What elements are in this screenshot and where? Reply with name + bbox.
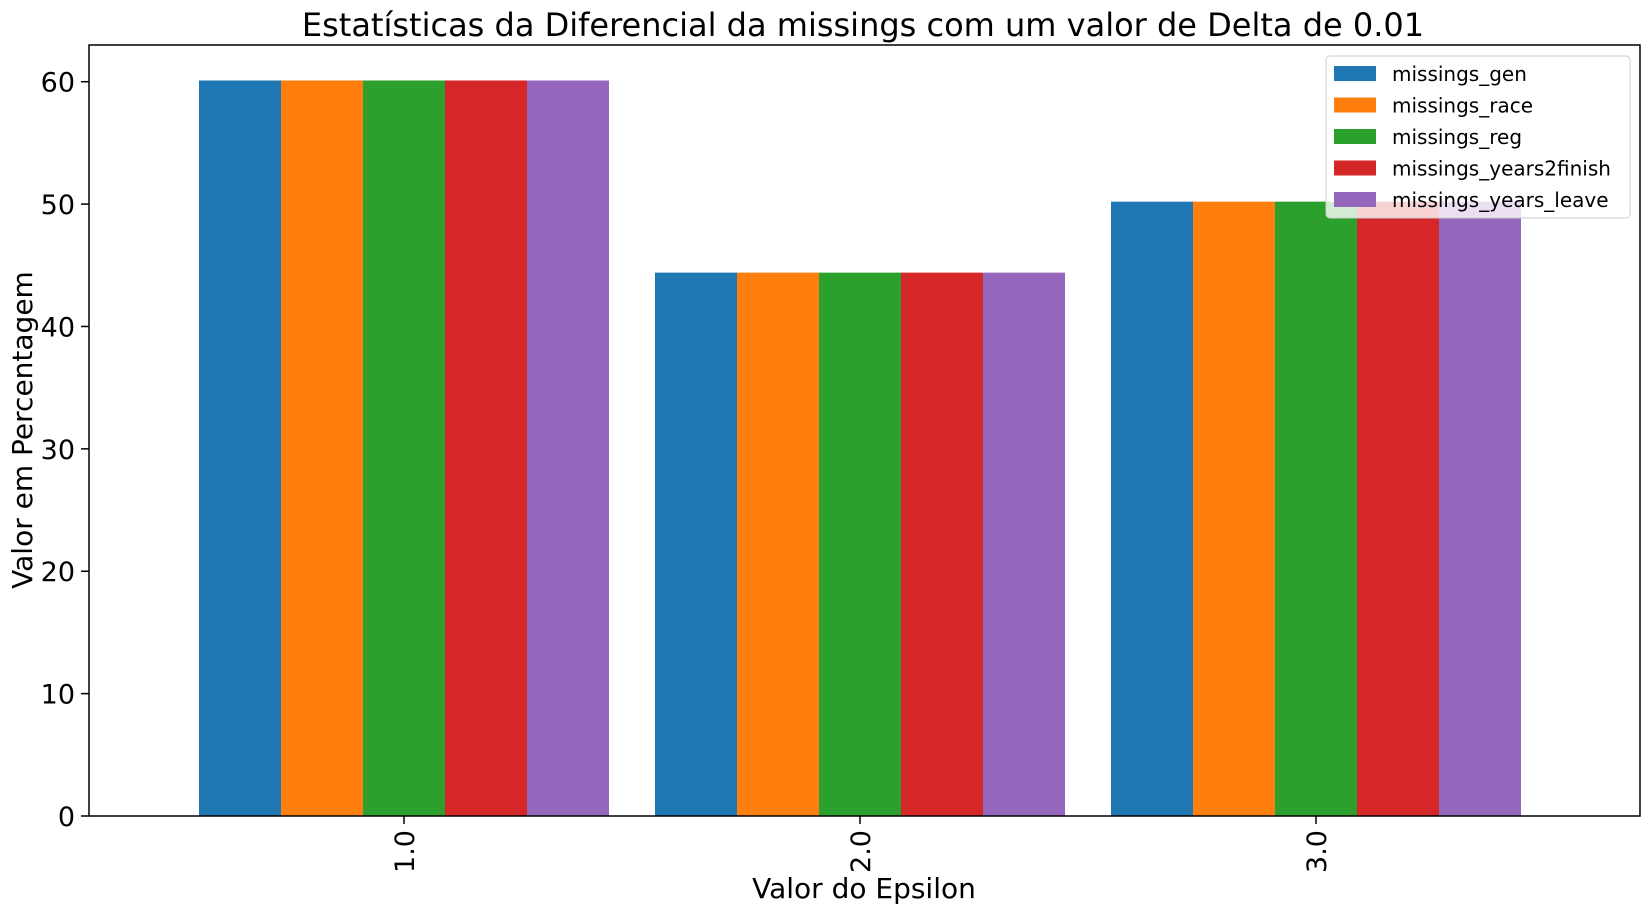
legend-label-missings_reg: missings_reg [1392,125,1522,149]
bar-missings_gen-3.0 [1111,201,1193,817]
bar-missings_reg-1.0 [363,80,445,816]
y-tick-label: 10 [41,680,75,711]
y-tick-label: 60 [41,68,75,99]
y-axis-label: Valor em Percentagem [6,271,39,589]
y-axis: 0 10 20 30 40 50 60 [41,68,89,833]
chart-title: Estatísticas da Diferencial da missings … [302,6,1424,44]
y-tick-label: 20 [41,557,75,588]
bar-missings_reg-3.0 [1275,201,1357,817]
x-tick-label: 2.0 [846,830,877,873]
legend-label-missings_race: missings_race [1392,94,1533,118]
legend: missings_gen missings_race missings_regmis… [1325,55,1631,219]
x-axis: 1.0 2.0 3.0 [390,816,1333,873]
bar-missings_years2finish-1.0 [445,80,527,816]
bar-missings_years2finish-2.0 [901,272,983,817]
legend-swatch-missings_years2finish [1334,160,1376,176]
x-tick-label: 1.0 [390,830,421,873]
bar-missings_race-2.0 [737,272,819,817]
legend-label-missings_years2finish: missings_years2finish [1392,157,1611,181]
bars-layer [199,80,1521,817]
bar-missings_reg-2.0 [819,272,901,817]
bar-missings_years2finish-3.0 [1357,201,1439,817]
bar-missings_gen-2.0 [655,272,737,817]
x-axis-label: Valor do Epsilon [752,872,976,905]
y-tick-label: 30 [41,435,75,466]
legend-swatch-missings_gen [1334,66,1376,81]
bar-missings_years_leave-2.0 [983,272,1065,817]
plot-frame [88,44,1641,817]
bar-missings_years_leave-1.0 [527,80,609,816]
bar-missings_race-1.0 [281,80,363,816]
bar-missings_race-3.0 [1193,201,1275,817]
y-tick-label: 0 [58,802,75,833]
bar-missings_years_leave-3.0 [1439,201,1521,817]
x-tick-label: 3.0 [1302,830,1333,873]
legend-label-missings_gen: missings_gen [1392,62,1527,86]
bar-missings_gen-1.0 [199,80,281,816]
y-tick-label: 50 [41,190,75,221]
y-tick-label: 40 [41,312,75,343]
legend-swatch-missings_race [1334,97,1376,113]
legend-label-missings_years_leave: missings_years_leave [1392,188,1609,212]
legend-swatch-missings_years_leave [1334,192,1376,207]
legend-box [1325,55,1631,219]
legend-swatch-missings_reg [1334,129,1376,144]
